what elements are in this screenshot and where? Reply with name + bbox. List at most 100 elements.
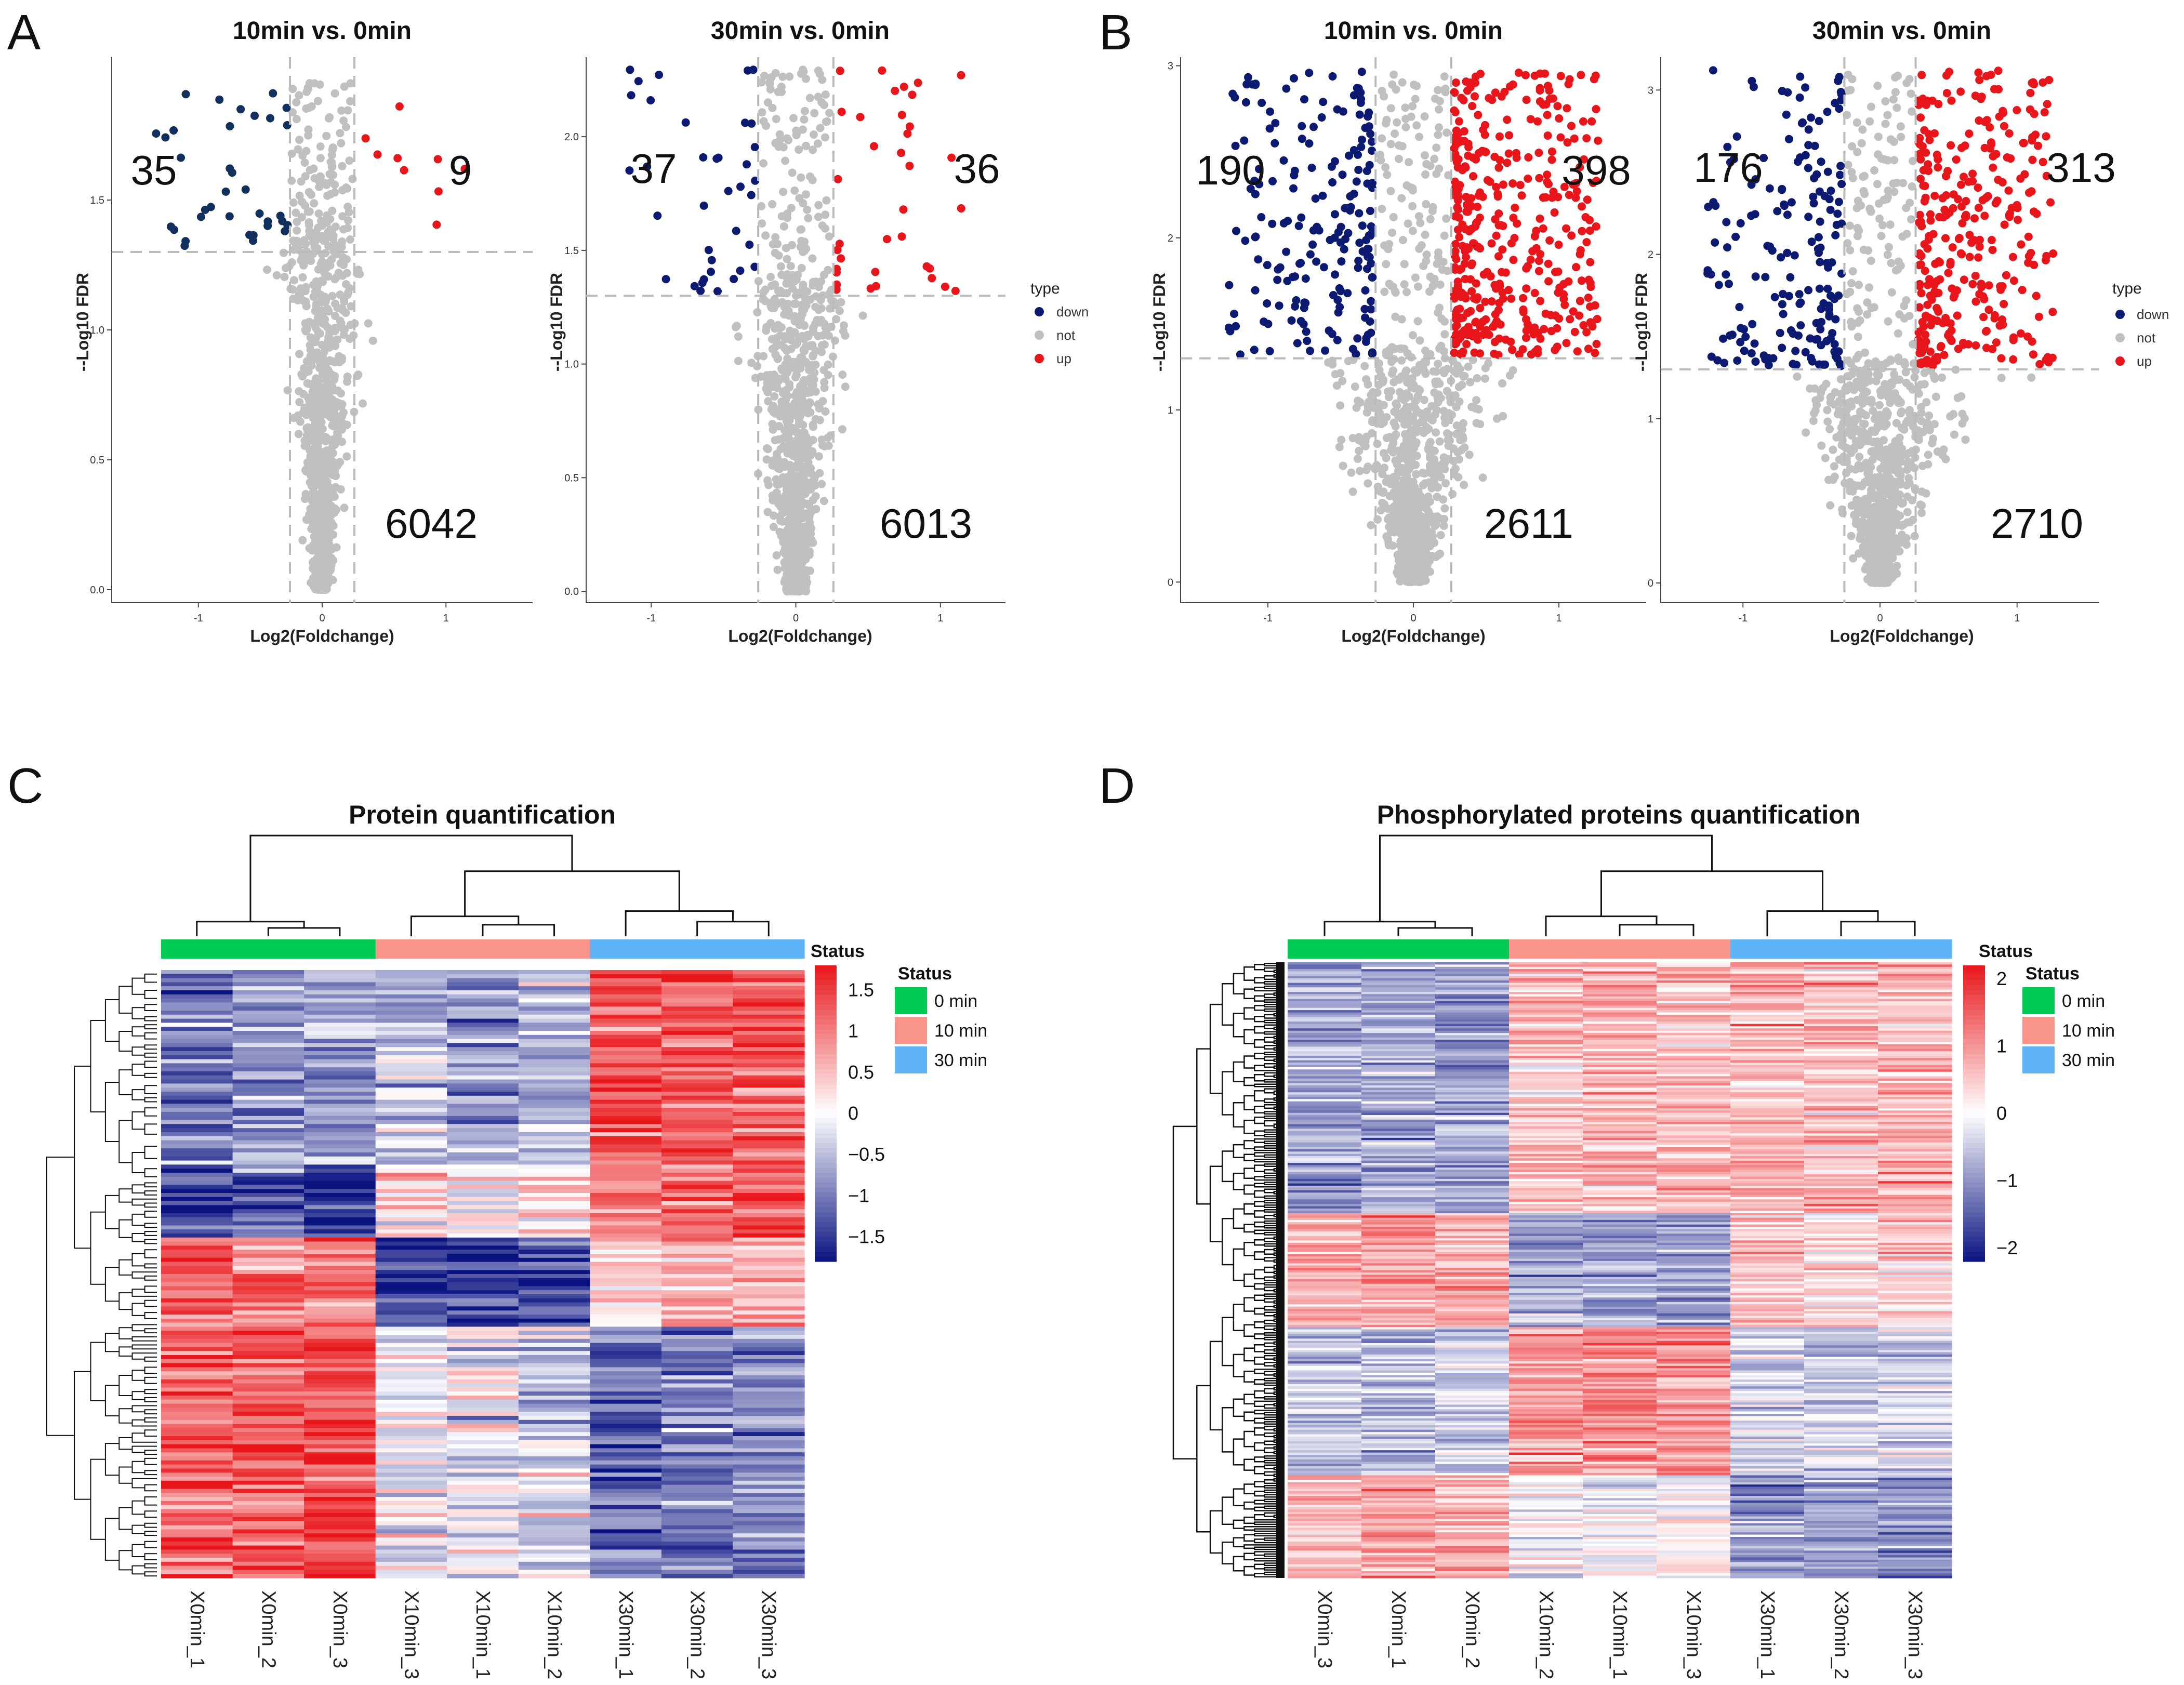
not-point — [1859, 187, 1868, 195]
down-point — [1780, 202, 1789, 210]
not-point — [814, 66, 823, 75]
down-point — [1363, 179, 1372, 188]
up-point — [1548, 94, 1557, 103]
not-point — [806, 388, 815, 396]
not-point — [297, 177, 306, 186]
not-point — [783, 134, 791, 143]
not-point — [1337, 435, 1346, 444]
not-point — [289, 245, 298, 254]
not-point — [1868, 426, 1876, 435]
down-point — [1789, 360, 1797, 368]
not-point — [1961, 435, 1970, 444]
not-point — [321, 315, 329, 324]
not-point — [316, 495, 325, 503]
up-point — [1530, 232, 1539, 241]
up-point — [1526, 115, 1535, 124]
not-point — [328, 291, 337, 300]
not-point — [1400, 344, 1409, 353]
not-point — [769, 523, 778, 532]
not-point — [1823, 406, 1832, 415]
down-point — [1308, 240, 1317, 249]
up-point — [1462, 340, 1471, 349]
not-point — [1885, 243, 1893, 251]
up-point — [1494, 306, 1503, 314]
not-point — [1386, 187, 1395, 195]
down-point — [1273, 275, 1282, 284]
not-point — [287, 176, 296, 185]
not-point — [1353, 455, 1362, 463]
y-axis-label: --Log10 FDR — [1150, 273, 1169, 372]
not-point — [1421, 526, 1429, 535]
panel-letter-b: B — [1099, 5, 1132, 60]
up-point — [1452, 339, 1461, 348]
not-point — [1793, 372, 1802, 381]
down-point — [1294, 221, 1303, 230]
down-point — [1225, 281, 1234, 289]
down-point — [1826, 205, 1835, 214]
not-point — [329, 243, 338, 251]
down-point — [1312, 257, 1321, 266]
up-point — [1509, 256, 1518, 264]
y-tick-label: 0.5 — [564, 472, 579, 484]
down-point — [1801, 83, 1810, 92]
not-point — [1957, 392, 1966, 401]
not-point — [310, 174, 319, 183]
not-point — [1925, 411, 1934, 420]
down-point — [1289, 184, 1298, 193]
up-point — [1455, 117, 1463, 126]
not-point — [321, 437, 330, 446]
up-point — [1516, 181, 1525, 190]
not-point — [295, 136, 304, 144]
not-point — [337, 139, 346, 148]
not-point — [1404, 550, 1412, 559]
not-point — [321, 298, 330, 307]
not-point — [307, 102, 316, 111]
not-point — [1399, 236, 1407, 244]
not-point — [1811, 406, 1820, 415]
not-point — [1415, 336, 1424, 345]
not-point — [1386, 515, 1395, 524]
not-point — [1454, 455, 1463, 464]
not-point — [1855, 281, 1863, 289]
not-point — [1868, 480, 1876, 489]
not-point — [1391, 129, 1399, 138]
down-point — [1315, 226, 1323, 235]
not-point — [817, 315, 826, 324]
not-point — [1493, 414, 1501, 423]
up-point — [1511, 203, 1519, 212]
not-point — [810, 109, 819, 117]
not-point — [1367, 521, 1375, 529]
up-point — [460, 165, 469, 174]
not-point — [263, 266, 271, 274]
not-point — [1997, 374, 2006, 382]
not-point — [790, 328, 799, 337]
not-count: 6013 — [880, 500, 972, 547]
down-point — [1327, 162, 1336, 171]
not-point — [1894, 521, 1902, 529]
up-count: 36 — [954, 145, 1000, 192]
down-point — [1291, 302, 1300, 311]
not-point — [804, 361, 813, 370]
x-axis-label: Log2(Foldchange) — [250, 627, 394, 645]
not-point — [1861, 551, 1870, 560]
not-point — [301, 240, 310, 248]
not-point — [1441, 479, 1450, 488]
not-point — [790, 186, 799, 195]
not-point — [793, 459, 802, 468]
up-point — [1451, 108, 1460, 116]
down-point — [1270, 139, 1279, 148]
not-point — [1874, 501, 1883, 510]
not-point — [811, 472, 819, 481]
down-point — [744, 66, 752, 75]
not-point — [817, 480, 826, 488]
up-point — [1466, 83, 1475, 92]
not-point — [315, 80, 324, 89]
down-point — [1804, 286, 1813, 295]
not-point — [1435, 123, 1443, 132]
not-point — [1508, 366, 1517, 375]
not-point — [1364, 401, 1372, 410]
not-point — [359, 399, 367, 408]
not-point — [821, 90, 830, 99]
not-point — [1809, 417, 1818, 425]
not-point — [1938, 373, 1946, 382]
